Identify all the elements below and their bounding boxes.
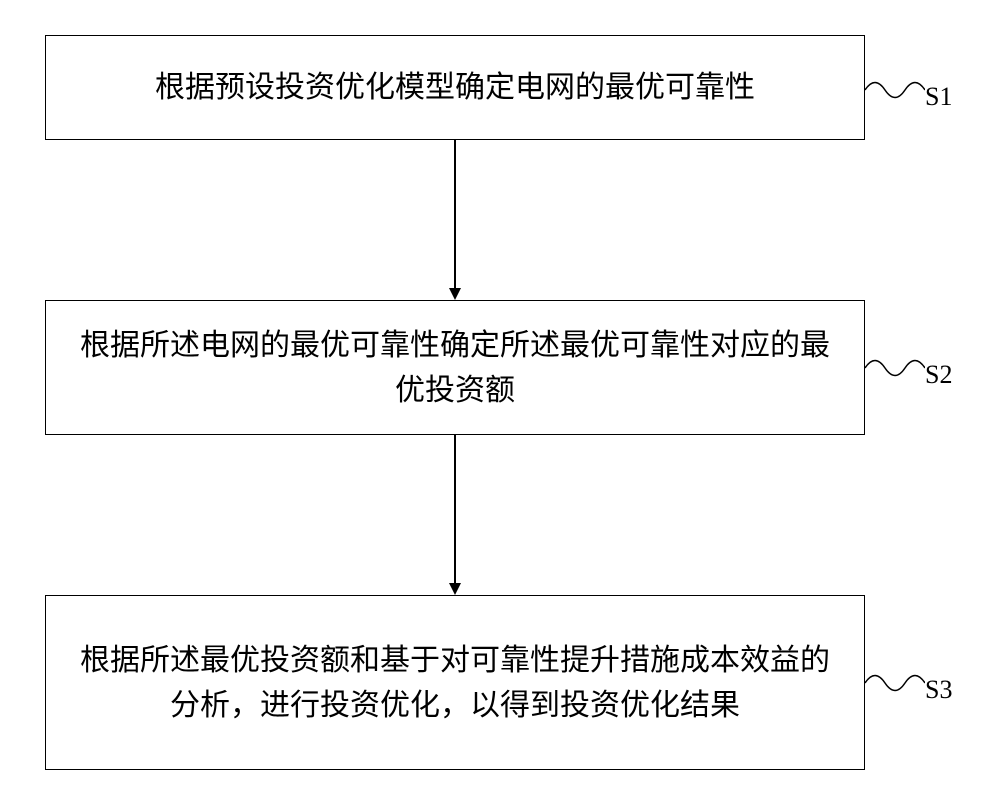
step-label-s2: S2: [925, 360, 952, 390]
flowchart-container: 根据预设投资优化模型确定电网的最优可靠性 S1 根据所述电网的最优可靠性确定所述…: [0, 0, 1000, 804]
step-label-s3: S3: [925, 675, 952, 705]
arrow-s1-s2: [445, 140, 465, 300]
step-text-s2: 根据所述电网的最优可靠性确定所述最优可靠性对应的最优投资额: [66, 323, 844, 413]
step-text-s3: 根据所述最优投资额和基于对可靠性提升措施成本效益的分析，进行投资优化，以得到投资…: [66, 638, 844, 728]
step-label-s1: S1: [925, 82, 952, 112]
step-box-s3: 根据所述最优投资额和基于对可靠性提升措施成本效益的分析，进行投资优化，以得到投资…: [45, 595, 865, 770]
arrow-s2-s3: [445, 435, 465, 595]
wavy-connector-s2: [865, 348, 925, 388]
step-box-s2: 根据所述电网的最优可靠性确定所述最优可靠性对应的最优投资额: [45, 300, 865, 435]
step-box-s1: 根据预设投资优化模型确定电网的最优可靠性: [45, 35, 865, 140]
wavy-connector-s3: [865, 663, 925, 703]
wavy-connector-s1: [865, 70, 925, 110]
step-text-s1: 根据预设投资优化模型确定电网的最优可靠性: [155, 65, 755, 110]
